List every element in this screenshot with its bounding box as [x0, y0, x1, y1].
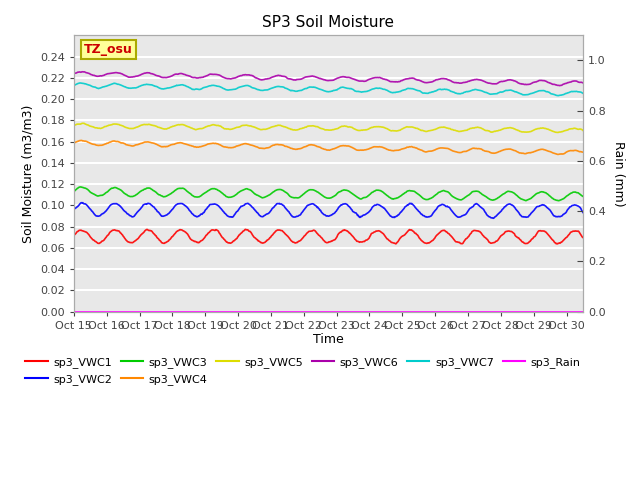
Y-axis label: Rain (mm): Rain (mm)	[612, 141, 625, 206]
X-axis label: Time: Time	[313, 334, 344, 347]
Y-axis label: Soil Moisture (m3/m3): Soil Moisture (m3/m3)	[21, 104, 35, 243]
Text: TZ_osu: TZ_osu	[84, 43, 132, 56]
Title: SP3 Soil Moisture: SP3 Soil Moisture	[262, 15, 394, 30]
Legend: sp3_VWC1, sp3_VWC2, sp3_VWC3, sp3_VWC4, sp3_VWC5, sp3_VWC6, sp3_VWC7, sp3_Rain: sp3_VWC1, sp3_VWC2, sp3_VWC3, sp3_VWC4, …	[21, 353, 585, 389]
